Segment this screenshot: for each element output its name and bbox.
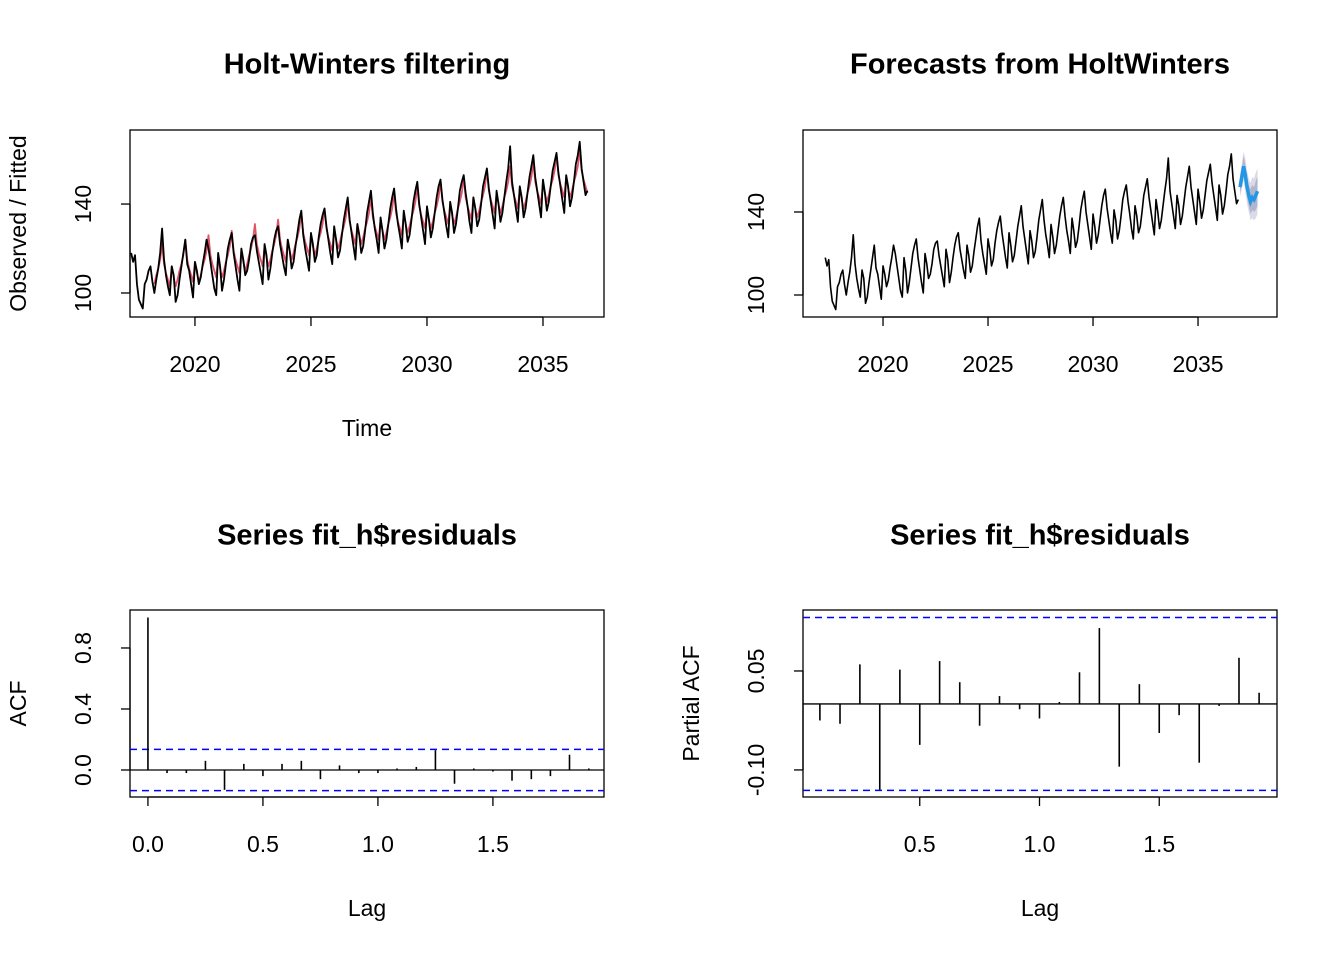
y-tick-label: 140 bbox=[743, 193, 769, 231]
x-tick-label: 1.0 bbox=[362, 831, 394, 857]
x-tick-label: 0.5 bbox=[904, 831, 936, 857]
x-tick-label: 2030 bbox=[1067, 351, 1118, 377]
x-tick-label: 2030 bbox=[401, 351, 452, 377]
x-axis-label: Time bbox=[342, 415, 392, 441]
x-axis-label: Lag bbox=[348, 895, 386, 921]
x-tick-label: 2025 bbox=[285, 351, 336, 377]
y-axis-label: Observed / Fitted bbox=[5, 135, 31, 311]
x-tick-label: 1.0 bbox=[1024, 831, 1056, 857]
y-tick-label: 0.8 bbox=[70, 632, 96, 664]
forecast-line bbox=[1238, 165, 1260, 207]
observed-line bbox=[130, 140, 589, 310]
x-tick-label: 2020 bbox=[857, 351, 908, 377]
chart-title: Series fit_h$residuals bbox=[890, 520, 1190, 552]
plot-box bbox=[802, 129, 1278, 318]
x-tick-label: 1.5 bbox=[477, 831, 509, 857]
x-tick-label: 2035 bbox=[1172, 351, 1223, 377]
chart-title: Holt-Winters filtering bbox=[224, 49, 511, 81]
y-tick-label: 0.4 bbox=[70, 693, 96, 725]
x-axis-label: Lag bbox=[1021, 895, 1059, 921]
y-axis-label: Partial ACF bbox=[678, 645, 704, 761]
x-tick-label: 2035 bbox=[517, 351, 568, 377]
y-tick-label: 140 bbox=[70, 185, 96, 223]
chart-title: Forecasts from HoltWinters bbox=[850, 49, 1230, 81]
y-tick-label: 100 bbox=[743, 276, 769, 314]
y-tick-label: 100 bbox=[70, 274, 96, 312]
chart-title: Series fit_h$residuals bbox=[217, 520, 517, 552]
x-tick-label: 0.0 bbox=[132, 831, 164, 857]
y-axis-label: ACF bbox=[5, 681, 31, 727]
observed-line bbox=[824, 153, 1240, 311]
x-tick-label: 1.5 bbox=[1143, 831, 1175, 857]
y-tick-label: 0.0 bbox=[70, 754, 96, 786]
plot-box bbox=[129, 609, 605, 798]
x-tick-label: 2025 bbox=[962, 351, 1013, 377]
x-tick-label: 2020 bbox=[169, 351, 220, 377]
x-tick-label: 0.5 bbox=[247, 831, 279, 857]
y-tick-label: -0.10 bbox=[743, 744, 769, 796]
y-tick-label: 0.05 bbox=[743, 649, 769, 694]
